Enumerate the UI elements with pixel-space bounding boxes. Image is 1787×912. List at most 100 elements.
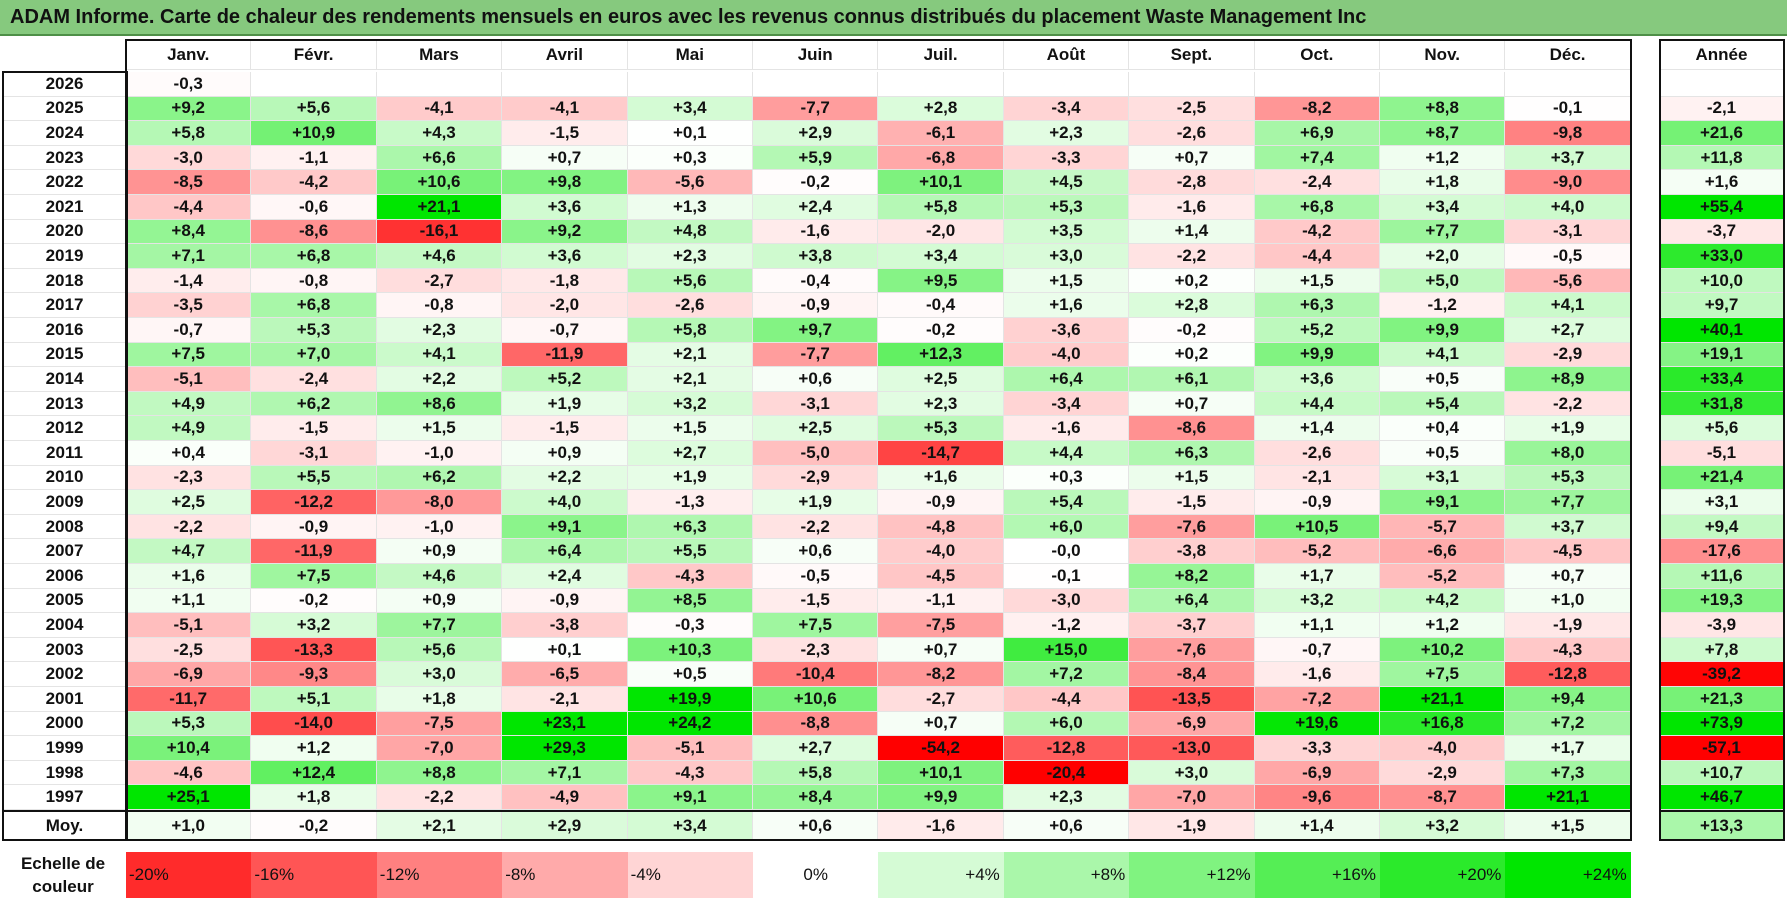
heat-cell: +8,9: [1505, 367, 1631, 392]
heat-cell: -0,3: [627, 613, 753, 638]
annual-cell: +31,8: [1660, 391, 1784, 417]
heat-cell: +7,2: [1505, 711, 1631, 737]
heat-cell: +6,6: [376, 145, 503, 171]
heat-cell: +0,5: [1380, 441, 1506, 466]
scale-stop: -16%: [251, 852, 377, 898]
heat-cell: [878, 72, 1004, 97]
heat-cell: +3,6: [1254, 367, 1380, 392]
heat-cell: -0,2: [1129, 318, 1255, 343]
heat-cell: -6,8: [878, 145, 1004, 171]
heat-cell: +7,5: [1380, 662, 1506, 687]
heat-cell: -4,1: [376, 96, 503, 122]
heat-cell: +9,1: [502, 514, 628, 540]
average-cell: +1,0: [126, 812, 252, 840]
heat-cell: -3,1: [753, 391, 879, 417]
scale-stop: +12%: [1129, 852, 1255, 898]
year-label: 2006: [4, 564, 126, 589]
heat-cell: -7,2: [1254, 687, 1380, 712]
heat-cell: -3,8: [502, 613, 628, 638]
heat-cell: -8,5: [126, 170, 252, 195]
heat-cell: -2,2: [126, 514, 252, 540]
heat-cell: +7,4: [1254, 145, 1380, 171]
heat-cell: -8,6: [1129, 416, 1255, 441]
heat-cell: +1,6: [1003, 293, 1130, 318]
scale-stop: -8%: [502, 852, 628, 898]
heat-cell: +1,5: [1254, 268, 1380, 294]
scale-stop: -20%: [126, 852, 252, 898]
year-label: 2002: [4, 662, 126, 687]
heat-cell: +1,9: [1505, 416, 1631, 441]
average-cell: +0,6: [753, 812, 879, 840]
year-label: 2015: [4, 342, 126, 368]
heat-cell: +5,0: [1380, 268, 1506, 294]
year-label: 2007: [4, 539, 126, 564]
month-header: Juil.: [878, 40, 1004, 70]
heat-cell: -6,6: [1380, 539, 1506, 564]
heat-cell: -1,6: [1129, 195, 1255, 220]
average-cell: +2,9: [502, 812, 628, 840]
heat-cell: +9,1: [1380, 490, 1506, 515]
heat-cell: +6,0: [1003, 514, 1130, 540]
annual-cell: +9,4: [1660, 514, 1784, 540]
annual-cell: +46,7: [1660, 785, 1784, 810]
heat-cell: +2,1: [627, 342, 753, 368]
heat-cell: +2,4: [753, 195, 879, 220]
heat-cell: +2,0: [1380, 244, 1506, 269]
heat-cell: +0,7: [878, 637, 1004, 663]
heat-cell: +5,5: [251, 465, 377, 491]
heat-cell: -4,4: [1003, 687, 1130, 712]
heat-cell: +4,1: [376, 342, 503, 368]
heat-cell: +4,7: [126, 539, 252, 564]
heat-cell: +2,7: [627, 441, 753, 466]
average-cell: +3,2: [1380, 812, 1506, 840]
heat-cell: [1380, 72, 1506, 97]
annual-cell: +19,3: [1660, 588, 1784, 614]
heat-cell: -12,2: [251, 490, 377, 515]
heat-cell: -1,5: [753, 588, 879, 614]
heat-cell: -7,5: [878, 613, 1004, 638]
heat-cell: -9,6: [1254, 785, 1380, 810]
chart-title: ADAM Informe. Carte de chaleur des rende…: [10, 6, 1367, 28]
heat-cell: -4,0: [1003, 342, 1130, 368]
heat-cell: +2,3: [1003, 121, 1130, 146]
heat-cell: -1,6: [1254, 662, 1380, 687]
heat-cell: -4,0: [1380, 736, 1506, 761]
heat-cell: +2,2: [376, 367, 503, 392]
heat-cell: -0,8: [376, 293, 503, 318]
heat-cell: +10,6: [376, 170, 503, 195]
heat-cell: +2,9: [753, 121, 879, 146]
heat-cell: -2,9: [753, 465, 879, 491]
annual-cell: +21,4: [1660, 465, 1784, 491]
heat-cell: +0,1: [502, 637, 628, 663]
heat-cell: +5,3: [878, 416, 1004, 441]
month-header: Août: [1003, 40, 1130, 70]
heat-cell: -5,1: [126, 613, 252, 638]
average-separator: [1660, 810, 1784, 812]
heat-cell: +24,2: [627, 711, 753, 737]
heat-cell: +6,0: [1003, 711, 1130, 737]
average-cell: +3,4: [627, 812, 753, 840]
heat-cell: +2,3: [376, 318, 503, 343]
heat-cell: -14,0: [251, 711, 377, 737]
year-label: 2005: [4, 588, 126, 614]
heat-cell: +6,3: [1129, 441, 1255, 466]
heat-cell: -13,3: [251, 637, 377, 663]
heat-cell: -0,9: [1254, 490, 1380, 515]
heat-cell: +5,3: [126, 711, 252, 737]
heat-cell: -6,5: [502, 662, 628, 687]
heat-cell: +6,8: [1254, 195, 1380, 220]
heat-cell: -0,7: [502, 318, 628, 343]
annual-cell: +73,9: [1660, 711, 1784, 737]
annual-cell: -3,9: [1660, 613, 1784, 638]
heat-cell: -6,9: [1129, 711, 1255, 737]
heat-cell: +1,5: [1003, 268, 1130, 294]
annual-cell: +55,4: [1660, 195, 1784, 220]
heat-cell: +9,9: [878, 785, 1004, 810]
heat-cell: -0,7: [126, 318, 252, 343]
heat-cell: +2,8: [1129, 293, 1255, 318]
heat-cell: -5,2: [1254, 539, 1380, 564]
heat-cell: +0,6: [753, 367, 879, 392]
heat-cell: +4,8: [627, 219, 753, 245]
annual-cell: +11,8: [1660, 145, 1784, 171]
heat-cell: +21,1: [1380, 687, 1506, 712]
